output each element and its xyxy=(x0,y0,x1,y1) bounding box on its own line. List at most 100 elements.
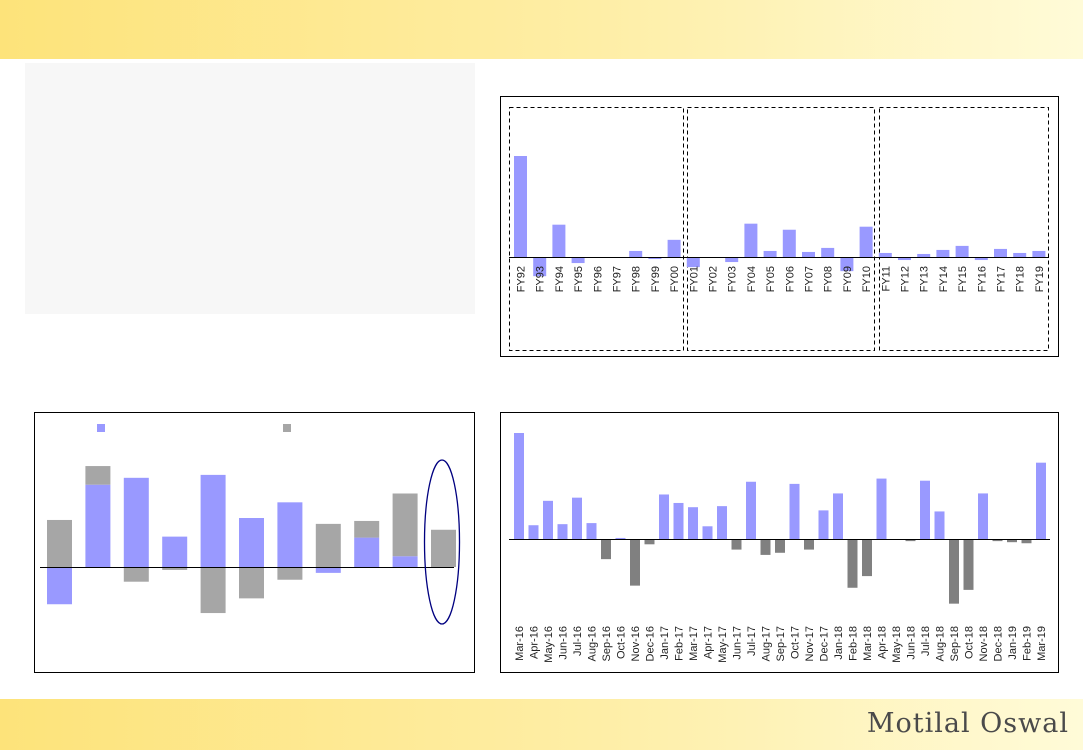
month-bar-Mar-17 xyxy=(688,507,698,539)
month-tick-label: Jun-18 xyxy=(906,626,918,660)
footer-band xyxy=(0,699,1083,750)
fy-bar-FY08 xyxy=(821,247,835,257)
month-tick-label: Mar-18 xyxy=(862,626,874,661)
month-tick-label: Feb-19 xyxy=(1022,626,1034,661)
month-bar-Sep-16 xyxy=(601,539,611,560)
fy-tick-label: FY03 xyxy=(727,266,739,292)
month-bar-Apr-18 xyxy=(876,478,887,539)
period-box-2 xyxy=(687,107,875,351)
legend-marker-series1 xyxy=(97,424,105,432)
fy-tick-label: FY17 xyxy=(996,266,1008,292)
fy-tick-label: FY93 xyxy=(535,266,547,292)
stacked-bar-chart xyxy=(34,412,475,673)
month-tick-label: Dec-18 xyxy=(993,626,1005,661)
month-tick-label: Jul-17 xyxy=(746,626,758,656)
legend-marker-series2 xyxy=(283,424,291,432)
month-tick-label: Nov-18 xyxy=(978,626,990,661)
fy-bar-FY95 xyxy=(571,257,585,264)
fy-tick-label: FY94 xyxy=(554,266,566,292)
month-bar-Dec-18 xyxy=(992,539,1003,542)
header-band xyxy=(0,0,1083,59)
fy-tick-label: FY18 xyxy=(1015,266,1027,292)
month-tick-label: Mar-17 xyxy=(688,626,700,661)
stack-bar-series2 xyxy=(239,567,264,599)
fy-bar-FY10 xyxy=(859,226,873,257)
month-tick-label: Aug-16 xyxy=(587,626,599,661)
month-bar-Oct-18 xyxy=(963,539,974,590)
fy-tick-label: FY15 xyxy=(957,266,969,292)
month-bar-Mar-16 xyxy=(514,433,524,539)
month-bar-Aug-16 xyxy=(586,523,597,539)
month-tick-label: Jan-19 xyxy=(1007,626,1019,660)
month-bar-Jun-16 xyxy=(557,524,568,539)
stack-bar-series1 xyxy=(315,567,341,573)
month-tick-label: Apr-18 xyxy=(877,626,889,659)
month-tick-label: Nov-17 xyxy=(804,626,816,661)
stack-bar-series1 xyxy=(85,484,111,567)
month-bar-Feb-19 xyxy=(1021,539,1032,544)
chart-frame xyxy=(500,96,1059,357)
month-tick-label: Jun-16 xyxy=(558,626,570,660)
month-bar-Aug-18 xyxy=(934,511,945,539)
fy-bar-FY14 xyxy=(936,249,950,257)
month-bar-May-16 xyxy=(543,500,553,539)
month-bar-Jun-18 xyxy=(905,539,916,542)
month-bar-Feb-17 xyxy=(673,502,684,539)
fy-tick-label: FY16 xyxy=(976,266,988,292)
fy-bar-FY09 xyxy=(840,257,854,272)
month-tick-label: Dec-17 xyxy=(819,626,831,661)
month-tick-label: Jan-17 xyxy=(659,626,671,660)
fy-bar-FY17 xyxy=(994,248,1007,257)
stack-bar-series1 xyxy=(277,502,303,567)
month-bar-Oct-17 xyxy=(789,483,800,539)
fy-bar-FY12 xyxy=(898,257,911,261)
period-box-1 xyxy=(509,107,684,351)
text-placeholder-panel xyxy=(25,63,475,314)
fy-tick-label: FY00 xyxy=(669,266,681,292)
fy-tick-label: FY01 xyxy=(688,266,700,292)
stack-bar-series2 xyxy=(47,519,72,567)
stack-bar-series1 xyxy=(354,537,380,567)
fy-tick-label: FY12 xyxy=(900,266,912,292)
fy-bar-FY93 xyxy=(533,257,547,277)
stack-bar-series2 xyxy=(123,567,149,582)
month-bar-Sep-17 xyxy=(775,539,785,553)
month-tick-label: Jul-16 xyxy=(572,626,584,656)
month-tick-label: Jan-18 xyxy=(833,626,845,660)
month-tick-label: Oct-17 xyxy=(790,626,802,659)
month-tick-label: Jul-18 xyxy=(920,626,932,656)
fy-bar-FY92 xyxy=(514,156,527,257)
stack-bar-series1 xyxy=(47,567,72,605)
fy-tick-label: FY19 xyxy=(1034,266,1046,292)
month-bar-Mar-18 xyxy=(862,539,872,577)
stack-bar-series2 xyxy=(315,523,341,567)
month-bar-Oct-16 xyxy=(615,537,626,539)
month-tick-label: May-16 xyxy=(543,626,555,663)
period-box-3 xyxy=(879,107,1049,351)
month-bar-Jan-19 xyxy=(1007,539,1017,543)
stack-bar-series2 xyxy=(431,529,456,567)
fy-bar-FY05 xyxy=(763,250,777,257)
fy-bar-FY98 xyxy=(629,250,643,257)
fy-tick-label: FY05 xyxy=(765,266,777,292)
month-bar-Apr-16 xyxy=(528,525,539,539)
fy-bar-FY13 xyxy=(917,253,931,257)
month-tick-label: Aug-18 xyxy=(935,626,947,661)
fy-bar-FY07 xyxy=(802,251,815,257)
highlight-ellipse xyxy=(423,459,461,625)
month-tick-label: Mar-19 xyxy=(1036,626,1048,661)
stack-bar-series2 xyxy=(162,567,188,570)
stack-bar-series1 xyxy=(123,477,149,567)
fy-bar-FY04 xyxy=(744,223,758,257)
month-tick-label: Apr-17 xyxy=(703,626,715,659)
fy-bar-FY16 xyxy=(974,257,988,261)
month-bar-Nov-18 xyxy=(978,493,988,539)
fy-tick-label: FY92 xyxy=(516,266,528,292)
brand-logo: Motilal Oswal xyxy=(866,708,1069,739)
stack-bar-series2 xyxy=(200,567,226,614)
fy-bar-FY03 xyxy=(725,257,739,263)
fy-tick-label: FY97 xyxy=(612,266,624,292)
month-bar-Jul-16 xyxy=(572,497,582,539)
fy-bar-FY19 xyxy=(1032,250,1046,257)
fy-annual-bar-chart: FY92 FY93 FY94 FY95 FY96 FY97 FY98 FY99 FY00 FY01… xyxy=(500,96,1059,357)
